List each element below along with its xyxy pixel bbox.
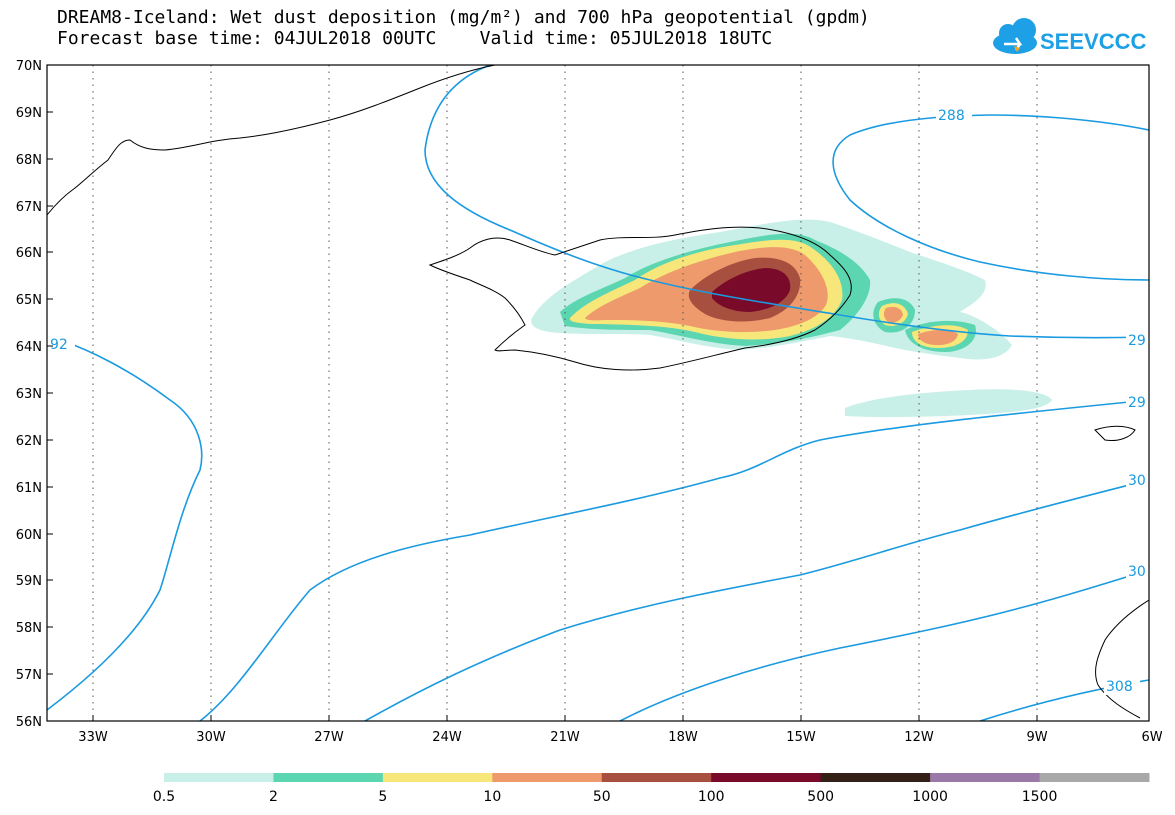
lon-label: 27W: [314, 730, 344, 745]
legend-label: 50: [593, 789, 611, 805]
contour-label: 29: [1128, 333, 1146, 349]
contour-label: 92: [50, 337, 68, 353]
lon-label: 24W: [432, 730, 462, 745]
legend-swatch: [930, 773, 1041, 782]
lat-label: 70N: [16, 59, 42, 74]
lon-label: 33W: [78, 730, 108, 745]
scandinavia-coast: [1095, 599, 1149, 719]
lat-label: 66N: [16, 246, 42, 261]
latitude-axis: 70N 69N 68N 67N 66N 65N 64N 63N 62N 61N …: [16, 59, 53, 730]
lon-label: 30W: [196, 730, 226, 745]
coastlines: [47, 65, 1149, 719]
lat-label: 64N: [16, 340, 42, 355]
lat-label: 69N: [16, 106, 42, 121]
legend-swatch: [601, 773, 712, 782]
lat-label: 56N: [16, 715, 42, 730]
contour-label: 30: [1128, 473, 1146, 489]
legend-label: 5: [378, 789, 387, 805]
map-title-line1: DREAM8-Iceland: Wet dust deposition (mg/…: [57, 7, 870, 28]
legend-swatch: [711, 773, 822, 782]
legend-label: 0.5: [153, 789, 175, 805]
contour-label: 30: [1128, 564, 1146, 580]
contour-290: [424, 65, 1149, 339]
contour-label: 308: [1106, 679, 1133, 695]
lat-label: 65N: [16, 293, 42, 308]
lat-label: 68N: [16, 153, 42, 168]
legend-label: 10: [483, 789, 501, 805]
legend-label: 500: [807, 789, 834, 805]
legend-swatch: [820, 773, 931, 782]
lat-label: 67N: [16, 200, 42, 215]
geopotential-contours: [47, 65, 1149, 721]
contour-304: [619, 569, 1149, 721]
lon-label: 6W: [1141, 730, 1162, 745]
contour-292-west: [47, 339, 203, 711]
dust-deposition-field: [531, 219, 1052, 418]
lat-label: 61N: [16, 481, 42, 496]
map-title-line2: Forecast base time: 04JUL2018 00UTC Vali…: [57, 28, 773, 49]
faroe-coast: [1094, 425, 1136, 441]
graticule: [92, 65, 1038, 721]
lon-label: 21W: [550, 730, 580, 745]
legend-labels: 0.5 2 5 10 50 100 500 1000 1500: [153, 789, 1058, 805]
lat-label: 60N: [16, 528, 42, 543]
legend-label: 2: [269, 789, 278, 805]
logo-text: SEEVCCC: [1040, 29, 1146, 54]
lat-label: 59N: [16, 574, 42, 589]
legend-label: 1500: [1022, 789, 1058, 805]
contour-label: 29: [1128, 395, 1146, 411]
contour-label: 288: [938, 108, 965, 124]
lon-label: 12W: [904, 730, 934, 745]
legend-label: 100: [698, 789, 725, 805]
map-plot-area: 288 29 92 29 30 30 308: [47, 65, 1149, 721]
lat-label: 63N: [16, 387, 42, 402]
contour-300: [364, 479, 1149, 721]
longitude-axis: 33W 30W 27W 24W 21W 18W 15W 12W 9W 6W: [78, 715, 1163, 745]
lat-label: 57N: [16, 668, 42, 683]
legend-label: 1000: [912, 789, 948, 805]
legend-swatch: [273, 773, 384, 782]
legend-swatch: [164, 773, 274, 782]
deposition-band-100: [712, 268, 791, 312]
lat-label: 62N: [16, 434, 42, 449]
seevccc-logo: SEEVCCC: [993, 18, 1146, 54]
lat-label: 58N: [16, 621, 42, 636]
contour-288: [832, 114, 1149, 281]
legend-swatch: [382, 773, 493, 782]
legend-swatch: [492, 773, 603, 782]
legend-swatch: [1039, 773, 1150, 782]
contour-294: [199, 399, 1149, 721]
lon-label: 15W: [786, 730, 816, 745]
contour-label-group: 288 29 92 29 30 30 308: [47, 106, 1149, 695]
cloud-icon: [993, 18, 1037, 54]
greenland-coast: [47, 65, 496, 216]
lon-label: 9W: [1026, 730, 1047, 745]
iceland-coast: [428, 226, 852, 371]
lon-label: 18W: [668, 730, 698, 745]
legend-colorbar: [164, 773, 1150, 782]
